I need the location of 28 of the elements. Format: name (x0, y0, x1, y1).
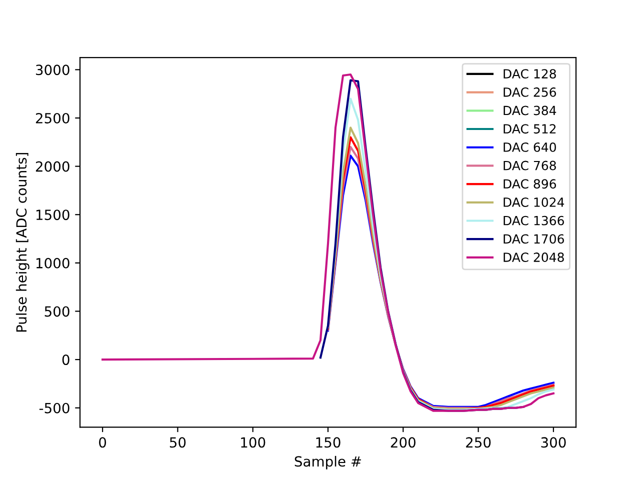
legend-label: DAC 896 (504, 179, 556, 189)
y-tick-label: 0 (62, 354, 70, 366)
legend-label: DAC 640 (504, 142, 556, 152)
x-tick-label: 50 (170, 437, 186, 448)
x-tick-label: 300 (541, 437, 566, 448)
y-tick-label: 1000 (36, 258, 70, 268)
legend-label: DAC 256 (504, 87, 556, 97)
legend-label: DAC 1366 (504, 216, 564, 226)
y-tick-label: 2000 (36, 161, 70, 172)
y-axis-title: Pulse height [ADC counts] (16, 152, 30, 332)
x-tick-label: 0 (99, 437, 106, 448)
y-tick-label: 3000 (36, 64, 70, 76)
legend-label: DAC 1024 (504, 198, 564, 207)
x-tick-label: 200 (390, 437, 416, 448)
legend-label: DAC 768 (504, 160, 556, 170)
x-tick-label: 100 (241, 437, 266, 448)
x-axis-title: Sample # (294, 456, 361, 470)
y-tick-label: 500 (44, 306, 70, 317)
legend-label: DAC 512 (504, 124, 556, 134)
x-tick-label: 250 (466, 437, 491, 448)
x-tick-label: 150 (316, 437, 340, 448)
legend-label: DAC 2048 (504, 252, 564, 262)
y-tick-label: 2500 (36, 112, 70, 124)
y-tick-label: 1500 (36, 210, 70, 220)
y-tick-label: -500 (39, 402, 70, 414)
legend-label: DAC 384 (504, 106, 556, 116)
legend-label: DAC 128 (504, 69, 556, 79)
legend-label: DAC 1706 (504, 234, 564, 244)
